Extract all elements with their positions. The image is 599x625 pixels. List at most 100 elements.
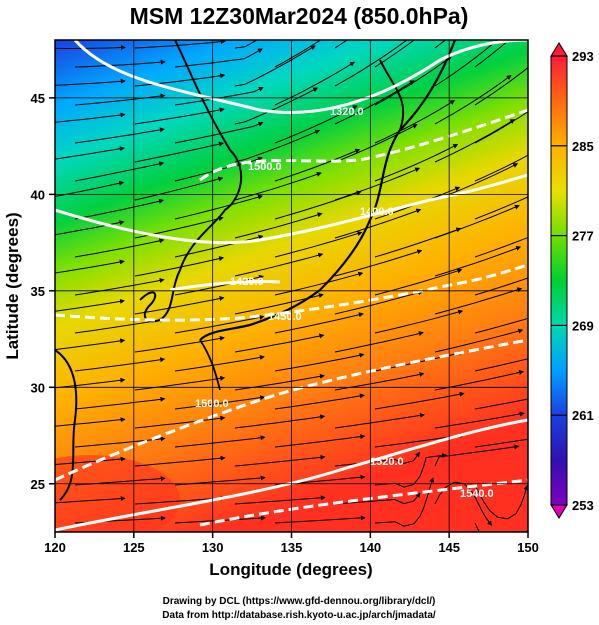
x-tick-label: 150 xyxy=(517,540,539,555)
streamline xyxy=(134,455,226,467)
streamline xyxy=(474,358,528,372)
y-tick-label: 30 xyxy=(31,380,45,395)
streamline xyxy=(334,331,424,353)
streamline xyxy=(234,171,322,201)
streamline xyxy=(74,59,166,68)
coastline-sakhalin xyxy=(379,59,405,131)
streamline xyxy=(74,357,166,372)
contour-label: 1540.0 xyxy=(460,488,494,500)
streamline xyxy=(274,312,364,334)
streamline xyxy=(174,234,264,258)
y-axis-ticks: 25 30 35 40 45 xyxy=(31,91,55,492)
credit-data: Data from http://database.rish.kyoto-u.a… xyxy=(162,610,436,621)
streamline xyxy=(55,338,126,351)
streamline xyxy=(334,40,412,87)
streamline xyxy=(134,335,225,353)
contour-label: 1500.0 xyxy=(248,161,282,173)
streamline xyxy=(234,293,324,315)
streamline xyxy=(55,456,126,465)
streamline xyxy=(434,119,516,163)
streamline xyxy=(234,87,319,125)
streamline xyxy=(174,395,266,410)
streamline xyxy=(234,373,325,391)
streamline xyxy=(174,121,264,144)
contour-line xyxy=(199,108,528,182)
contour-line xyxy=(55,418,528,532)
contour-label: 1420.0 xyxy=(230,276,264,288)
contour-label: 1450.0 xyxy=(268,311,302,323)
streamline xyxy=(234,495,326,505)
streamline xyxy=(474,66,528,106)
streamline xyxy=(74,198,164,220)
streamline xyxy=(334,249,423,277)
streamline xyxy=(334,208,422,239)
streamline xyxy=(234,129,321,163)
coastline-korea xyxy=(139,40,243,323)
contour-label: 1500.0 xyxy=(195,398,229,410)
y-tick-label: 40 xyxy=(31,187,45,202)
streamline xyxy=(55,180,125,197)
contour-label: 1320.0 xyxy=(330,106,364,118)
streamline xyxy=(334,80,415,125)
streamline xyxy=(334,124,418,163)
streamline xyxy=(134,40,226,49)
streamline xyxy=(334,290,424,315)
contour-line xyxy=(55,173,528,245)
streamline xyxy=(474,236,528,258)
coastline-japan xyxy=(199,40,457,341)
streamline xyxy=(134,141,224,163)
contour-line xyxy=(73,40,528,114)
x-tick-label: 125 xyxy=(123,540,145,555)
contour-line xyxy=(169,280,281,292)
streamline xyxy=(55,496,126,504)
x-axis-ticks: 120 125 130 135 140 145 150 xyxy=(44,532,539,555)
streamline xyxy=(55,78,126,86)
streamline xyxy=(234,40,258,49)
streamline xyxy=(174,435,266,448)
colorbar: 293 285 277 269 261 253 xyxy=(550,42,594,519)
streamline xyxy=(74,93,166,106)
streamline xyxy=(55,377,126,389)
streamline xyxy=(134,415,226,429)
streamline xyxy=(434,75,512,125)
streamline xyxy=(55,259,125,274)
streamline xyxy=(274,190,362,220)
streamline xyxy=(434,411,525,429)
coastline-kyushu xyxy=(199,339,221,391)
streamline xyxy=(55,45,126,51)
streamline xyxy=(174,314,265,334)
streamline xyxy=(274,105,358,144)
streamline xyxy=(74,238,165,258)
streamline xyxy=(74,127,165,144)
streamline xyxy=(474,196,528,220)
streamline xyxy=(174,48,263,68)
streamline xyxy=(274,515,366,524)
contour-line xyxy=(199,478,528,527)
credit-drawing: Drawing by DCL (https://www.gfd-dennou.o… xyxy=(163,596,436,607)
colorbar-tick-label: 285 xyxy=(572,139,594,154)
streamline xyxy=(174,355,265,372)
colorbar-bottom-arrow xyxy=(550,504,568,519)
colorbar-tick-label: 253 xyxy=(572,498,594,513)
streamline xyxy=(234,252,324,277)
streamline xyxy=(134,495,226,505)
streamline xyxy=(274,231,363,258)
x-tick-label: 145 xyxy=(438,540,460,555)
streamline xyxy=(55,417,126,427)
x-tick-label: 120 xyxy=(44,540,66,555)
x-tick-label: 135 xyxy=(281,540,303,555)
streamline xyxy=(134,107,225,125)
y-tick-label: 35 xyxy=(31,284,45,299)
streamline xyxy=(274,148,361,182)
chart-title: MSM 12Z30Mar2024 (850.0hPa) xyxy=(130,3,469,29)
streamline xyxy=(374,144,459,182)
streamline xyxy=(74,396,166,410)
streamline xyxy=(474,154,528,182)
colorbar-gradient xyxy=(550,55,568,506)
contour-line xyxy=(55,263,528,322)
streamline xyxy=(234,212,323,239)
streamline xyxy=(74,161,165,182)
streamline xyxy=(134,375,226,391)
colorbar-top-arrow xyxy=(550,42,568,57)
streamline xyxy=(274,271,364,296)
